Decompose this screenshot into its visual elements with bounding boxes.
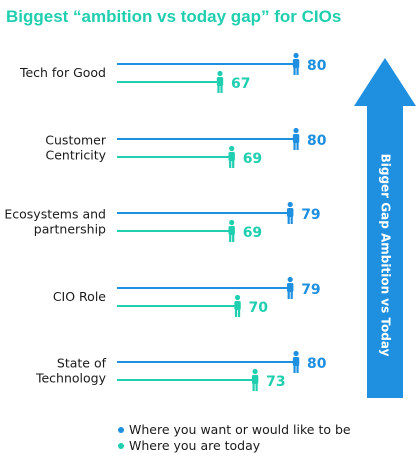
dot-icon <box>118 443 124 449</box>
category-label: Tech for Good <box>19 65 106 80</box>
data-label: 79 <box>301 207 320 223</box>
up-arrow-icon <box>354 58 416 398</box>
person-icon <box>216 70 224 93</box>
legend-item: Where you want or would like to be <box>118 422 351 437</box>
category-label-line: Customer <box>45 133 107 148</box>
legend-label: Where you are today <box>129 438 261 453</box>
arrow-label: Bigger Gap Ambition vs Today <box>379 154 393 357</box>
data-label: 80 <box>307 58 327 74</box>
data-label: 73 <box>266 374 285 390</box>
person-icon <box>234 294 241 317</box>
data-label: 69 <box>243 151 262 167</box>
data-label: 67 <box>231 76 250 92</box>
category-label-line: Tech for Good <box>19 65 106 80</box>
person-icon <box>292 127 300 150</box>
legend: Where you want or would like to beWhere … <box>118 422 351 453</box>
category-row: CIO Role 79 70 <box>53 276 321 317</box>
person-icon <box>228 145 235 168</box>
category-label-line: Ecosystems and <box>4 207 106 222</box>
person-icon <box>287 201 294 224</box>
legend-label: Where you want or would like to be <box>129 422 351 437</box>
category-row: State of Technology 80 73 <box>35 350 327 391</box>
category-label-line: CIO Role <box>53 289 106 304</box>
person-icon <box>251 368 259 391</box>
category-label-line: Centricity <box>46 148 107 163</box>
category-label: CIO Role <box>53 289 106 304</box>
category-label: Ecosystems and partnership <box>4 207 106 237</box>
category-row: Customer Centricity 80 69 <box>45 127 327 168</box>
category-label-line: partnership <box>34 222 106 237</box>
legend-item: Where you are today <box>118 438 261 453</box>
category-row: Ecosystems and partnership 79 69 <box>4 201 321 242</box>
category-label-line: State of <box>57 356 107 371</box>
category-label-line: Technology <box>35 371 107 386</box>
data-label: 80 <box>307 133 327 149</box>
category-row: Tech for Good 80 67 <box>19 52 327 93</box>
category-label: Customer Centricity <box>45 133 107 163</box>
chart-title: Biggest “ambition vs today gap” for CIOs <box>6 7 341 26</box>
data-label: 80 <box>307 356 327 372</box>
data-label: 69 <box>243 225 262 241</box>
person-icon <box>292 350 300 373</box>
dot-icon <box>118 427 124 433</box>
person-icon <box>292 52 300 75</box>
gap-arrow: Bigger Gap Ambition vs Today <box>354 58 416 398</box>
person-icon <box>287 276 294 299</box>
person-icon <box>228 219 235 242</box>
category-label: State of Technology <box>35 356 107 386</box>
data-label: 79 <box>301 282 320 298</box>
data-label: 70 <box>249 300 269 316</box>
